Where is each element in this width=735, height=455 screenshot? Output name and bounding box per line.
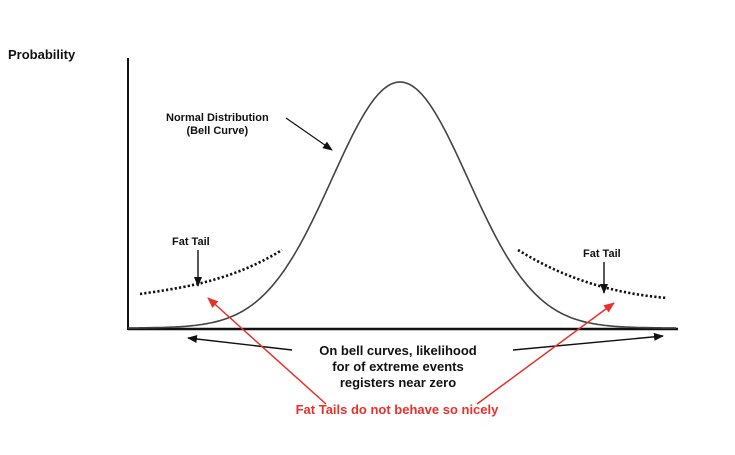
fat-tail-left-label: Fat Tail (172, 236, 210, 248)
fat-tail-warning-arrow-left (207, 297, 327, 405)
bell-curve-note: On bell curves, likelihood for of extrem… (287, 343, 509, 391)
fat-tail-left-curve (139, 248, 283, 296)
bell-curve-note-line1: On bell curves, likelihood (319, 343, 477, 358)
normal-distribution-label: Normal Distribution (Bell Curve) (166, 112, 269, 138)
bell-curve-note-line3: registers near zero (339, 375, 457, 390)
bell-curve-note-line2: for of extreme events (332, 359, 464, 374)
normal-distribution-pointer (285, 117, 333, 151)
extreme-left-arrow (187, 335, 293, 351)
bell-curve (128, 81, 676, 329)
y-axis-label: Probability (8, 47, 76, 62)
fat-tail-right-label: Fat Tail (583, 248, 621, 260)
fat-tail-warning: Fat Tails do not behave so nicely (295, 402, 499, 417)
normal-distribution-label-line2: (Bell Curve) (186, 125, 249, 137)
fat-tail-warning-arrow-right (476, 302, 615, 405)
extreme-right-arrow (512, 332, 664, 351)
fat-tail-right-curve (517, 248, 668, 300)
normal-distribution-label-line1: Normal Distribution (166, 112, 269, 124)
